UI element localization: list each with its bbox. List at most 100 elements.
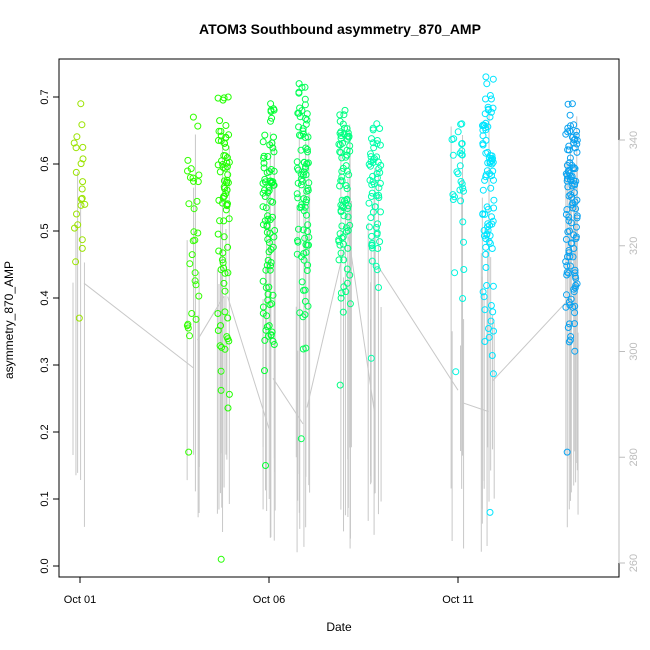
data-point	[223, 178, 231, 186]
data-point	[185, 200, 193, 208]
data-point	[570, 136, 578, 144]
data-point	[489, 75, 497, 83]
data-point	[293, 250, 301, 258]
data-point	[265, 187, 273, 195]
data-point	[265, 283, 273, 291]
data-point	[296, 131, 303, 139]
data-point	[451, 193, 458, 201]
data-point	[377, 208, 384, 216]
data-point	[183, 322, 191, 330]
data-point	[482, 243, 490, 251]
data-point	[263, 323, 271, 331]
data-point	[479, 126, 487, 134]
data-point	[571, 347, 579, 355]
data-point	[262, 204, 270, 212]
data-point	[563, 268, 571, 276]
data-point	[374, 220, 382, 228]
data-point	[571, 144, 579, 152]
data-point	[304, 228, 312, 235]
data-point	[267, 100, 275, 108]
right-axis-tick-label: 300	[628, 342, 640, 360]
data-point	[482, 250, 490, 258]
data-point	[189, 174, 197, 182]
data-point	[217, 386, 225, 394]
data-point	[337, 149, 345, 157]
x-tick-label: Oct 11	[442, 594, 474, 606]
data-point	[259, 221, 267, 229]
data-point	[267, 262, 274, 270]
data-point	[263, 169, 271, 177]
right-axis-tick-label: 280	[628, 448, 640, 466]
track-connector	[227, 296, 270, 429]
data-point	[214, 161, 222, 169]
data-point	[490, 204, 498, 212]
data-point	[220, 152, 228, 159]
data-point	[265, 239, 273, 247]
data-point	[259, 303, 267, 311]
data-point	[72, 258, 80, 266]
data-point	[302, 249, 310, 256]
data-point	[564, 253, 571, 261]
data-point	[484, 226, 492, 234]
data-point	[336, 117, 344, 125]
right-axis-tick-label: 340	[628, 131, 640, 149]
data-point	[267, 117, 274, 125]
data-point	[489, 104, 497, 112]
data-point	[486, 240, 494, 247]
data-point	[79, 178, 87, 186]
data-point	[571, 266, 579, 274]
data-point	[487, 95, 495, 103]
data-point	[339, 139, 346, 147]
data-point	[224, 200, 231, 208]
data-point	[75, 314, 83, 322]
data-point	[269, 144, 277, 152]
data-point	[224, 269, 232, 277]
data-point	[268, 114, 276, 122]
data-point	[337, 249, 345, 257]
data-point	[376, 169, 384, 177]
y-tick-label: 0.2	[39, 424, 51, 439]
data-point	[571, 181, 579, 189]
data-point	[566, 127, 574, 135]
data-point	[368, 241, 376, 249]
data-point	[346, 271, 354, 279]
data-point	[567, 191, 575, 199]
data-point	[301, 234, 309, 242]
data-point	[79, 155, 87, 163]
data-point	[572, 205, 580, 213]
data-point	[373, 140, 381, 148]
data-point	[485, 238, 493, 246]
data-point	[483, 80, 491, 88]
data-point	[369, 172, 377, 180]
data-point	[215, 247, 223, 255]
data-point	[267, 106, 275, 114]
data-point	[566, 169, 574, 177]
data-point	[220, 94, 228, 102]
data-point	[346, 300, 354, 308]
data-point	[269, 198, 277, 206]
data-point	[565, 298, 573, 306]
data-point	[269, 337, 277, 345]
data-point	[223, 154, 231, 162]
x-axis-label: Date	[326, 620, 352, 634]
data-point	[78, 121, 86, 129]
data-point	[375, 184, 383, 192]
data-point	[452, 368, 460, 376]
data-point	[304, 148, 311, 156]
data-point	[192, 315, 200, 323]
data-point	[261, 178, 269, 186]
data-point	[367, 354, 375, 362]
data-point	[298, 84, 306, 91]
data-point	[81, 200, 89, 208]
data-points	[70, 73, 581, 563]
data-point	[489, 282, 497, 290]
data-point	[485, 333, 493, 341]
data-point	[564, 324, 572, 331]
data-point	[78, 194, 86, 202]
data-point	[571, 165, 579, 173]
data-point	[338, 222, 346, 230]
data-point	[483, 282, 491, 289]
data-point	[570, 189, 578, 197]
data-point	[562, 235, 570, 243]
data-point	[263, 221, 271, 229]
